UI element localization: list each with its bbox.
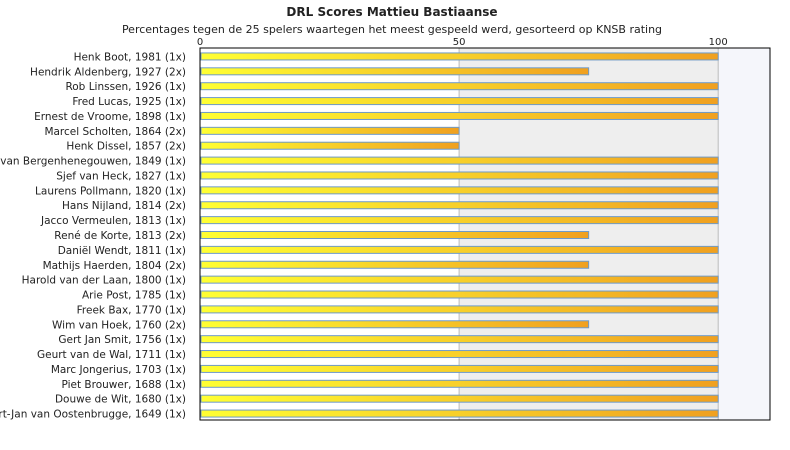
category-labels: Henk Boot, 1981 (1x) Hendrik Aldenberg, 1… <box>0 51 186 420</box>
category-label: Arie Post, 1785 (1x) <box>82 290 186 302</box>
bar <box>200 350 719 359</box>
bar <box>200 67 590 76</box>
category-label: Sjef van Heck, 1827 (1x) <box>56 170 186 182</box>
category-label: Geurt van de Wal, 1711 (1x) <box>37 349 186 361</box>
x-axis-ticks: 0 50 100 <box>197 37 728 48</box>
category-label: Daniël Wendt, 1811 (1x) <box>58 245 186 257</box>
bar <box>200 290 719 299</box>
bar <box>200 305 719 314</box>
category-label: René de Korte, 1813 (2x) <box>54 230 186 242</box>
category-label: Marcel Scholten, 1864 (2x) <box>44 126 186 138</box>
bar <box>200 141 460 150</box>
category-label: Wim van Hoek, 1760 (2x) <box>52 319 186 331</box>
bar <box>200 245 719 254</box>
bar <box>200 231 590 239</box>
category-label: Henk Boot, 1981 (1x) <box>74 51 186 63</box>
category-label: Fred Lucas, 1925 (1x) <box>72 96 186 108</box>
bar <box>200 409 719 418</box>
bar <box>200 201 719 210</box>
x-tick-label: 100 <box>709 37 728 48</box>
bar <box>200 97 719 106</box>
bar <box>200 275 719 284</box>
bar <box>200 320 590 329</box>
category-label: Mathijs Haerden, 1804 (2x) <box>43 260 186 272</box>
bar <box>200 364 719 373</box>
bars <box>200 52 719 418</box>
bar <box>200 52 719 61</box>
category-label: Laurens Pollmann, 1820 (1x) <box>35 185 186 197</box>
bar <box>200 216 719 225</box>
category-label: Marc Jongerius, 1703 (1x) <box>51 364 186 376</box>
bar <box>200 156 719 165</box>
category-label: Hans Nijland, 1814 (2x) <box>62 200 186 212</box>
category-label: Harold van der Laan, 1800 (1x) <box>22 275 186 287</box>
bar <box>200 186 719 195</box>
chart-subtitle: Percentages tegen de 25 spelers waartege… <box>122 23 662 36</box>
bar <box>200 111 719 120</box>
bar <box>200 171 719 180</box>
category-label: Gert-Jan van Oostenbrugge, 1649 (1x) <box>0 409 186 421</box>
category-label: Hendrik Aldenberg, 1927 (2x) <box>30 66 186 78</box>
category-label: Ernest de Vroome, 1898 (1x) <box>34 111 186 123</box>
chart-title: DRL Scores Mattieu Bastiaanse <box>286 5 497 19</box>
bar <box>200 379 719 388</box>
bar <box>200 335 719 344</box>
category-label: Jan van Bergenhenegouwen, 1849 (1x) <box>0 156 186 168</box>
category-label: Rob Linssen, 1926 (1x) <box>65 81 186 93</box>
category-label: Gert Jan Smit, 1756 (1x) <box>58 334 186 346</box>
plot-frame <box>199 47 771 421</box>
bar <box>200 394 719 403</box>
category-label: Douwe de Wit, 1680 (1x) <box>55 394 186 406</box>
category-label: Freek Bax, 1770 (1x) <box>77 304 186 316</box>
x-tick-label: 0 <box>197 37 203 48</box>
bar <box>200 260 590 269</box>
category-label: Piet Brouwer, 1688 (1x) <box>62 379 187 391</box>
category-label: Jacco Vermeulen, 1813 (1x) <box>40 215 186 227</box>
bar <box>200 82 719 91</box>
category-label: Henk Dissel, 1857 (2x) <box>66 141 186 153</box>
x-tick-label: 50 <box>453 37 466 48</box>
bar <box>200 126 460 135</box>
